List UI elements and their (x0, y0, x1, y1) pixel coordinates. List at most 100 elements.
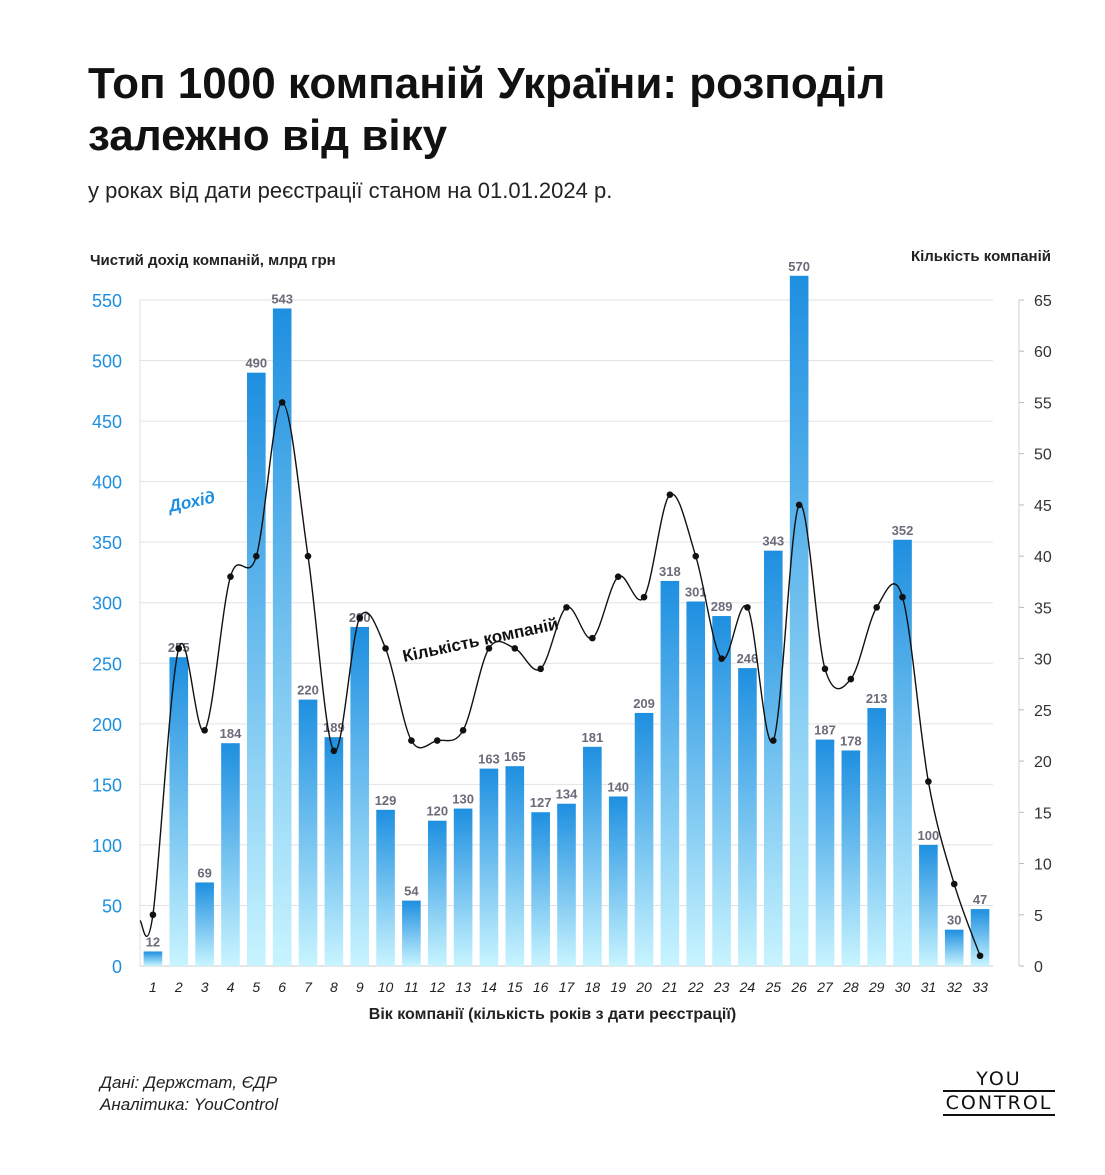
bar (195, 882, 214, 966)
bar-value-label: 130 (452, 792, 474, 807)
bar-value-label: 343 (762, 534, 784, 549)
bar (738, 668, 757, 966)
bar-value-label: 543 (271, 291, 293, 306)
left-tick-label: 200 (92, 715, 122, 735)
x-tick-label: 12 (429, 979, 445, 995)
bar (763, 550, 783, 966)
right-tick-label: 40 (1034, 549, 1052, 566)
x-tick-label: 19 (610, 979, 626, 995)
x-tick-label: 18 (585, 979, 601, 995)
bar-value-label: 187 (814, 723, 836, 738)
x-tick-label: 25 (764, 979, 781, 995)
source-note: Дані: Держстат, ЄДР Аналітика: YouContro… (100, 1072, 278, 1116)
right-tick-label: 25 (1034, 703, 1052, 720)
bar-value-label: 54 (404, 884, 419, 899)
count-point (589, 634, 596, 642)
bar (970, 909, 990, 966)
bar-value-label: 209 (633, 696, 655, 711)
bar (272, 308, 292, 967)
right-tick-label: 0 (1034, 959, 1043, 976)
bar (789, 275, 809, 966)
x-tick-label: 32 (946, 979, 962, 995)
x-tick-label: 15 (507, 979, 523, 995)
count-point (563, 604, 570, 611)
x-tick-label: 20 (635, 979, 652, 995)
x-axis-title: Вік компанії (кількість років з дати реє… (368, 1006, 737, 1023)
source-line-data: Дані: Держстат, ЄДР (100, 1073, 278, 1092)
right-axis-title: Кількість компаній (910, 248, 1051, 265)
count-point (537, 665, 544, 673)
count-point (227, 573, 234, 580)
x-tick-label: 2 (174, 979, 183, 995)
x-tick-label: 28 (842, 979, 859, 995)
bar (143, 951, 163, 966)
count-point (950, 880, 958, 888)
left-axis-title: Чистий дохід компаній, млрд грн (90, 252, 336, 269)
count-point (330, 747, 338, 755)
x-tick-label: 11 (404, 979, 419, 995)
x-tick-label: 13 (455, 979, 471, 995)
x-tick-label: 26 (790, 979, 807, 995)
x-tick-label: 3 (201, 979, 209, 995)
count-point (408, 737, 415, 744)
x-tick-label: 23 (713, 979, 730, 995)
bar (557, 803, 576, 966)
count-point (873, 604, 880, 611)
x-tick-label: 29 (868, 979, 885, 995)
x-tick-label: 30 (895, 979, 911, 995)
count-point (253, 552, 260, 560)
logo-text-top: YOU (976, 1068, 1022, 1090)
bar (686, 601, 706, 966)
count-point (278, 399, 286, 406)
right-tick-label: 20 (1034, 754, 1052, 771)
bar (841, 750, 861, 966)
left-tick-label: 300 (92, 594, 122, 614)
bar (505, 766, 525, 966)
bar-value-label: 30 (947, 913, 961, 928)
bar (531, 812, 550, 966)
bar (815, 739, 835, 966)
bar (221, 743, 240, 966)
bar-value-label: 69 (197, 865, 211, 880)
x-tick-label: 1 (149, 979, 157, 995)
right-tick-label: 55 (1034, 395, 1052, 412)
count-point (201, 727, 208, 734)
x-tick-label: 16 (533, 979, 549, 995)
right-tick-label: 10 (1034, 857, 1052, 874)
count-point (485, 645, 493, 652)
count-point (899, 593, 906, 601)
left-tick-label: 150 (92, 775, 122, 795)
count-point (511, 645, 519, 652)
bar-value-label: 289 (711, 599, 733, 614)
count-point (821, 665, 829, 673)
bar-value-label: 213 (866, 691, 888, 706)
bar (376, 809, 395, 966)
bar (479, 768, 499, 966)
x-tick-label: 5 (252, 979, 260, 995)
count-point (640, 593, 648, 601)
count-point (459, 727, 467, 734)
bar (893, 539, 912, 966)
bar (247, 372, 266, 966)
age-distribution-chart: 1225569184490543220189280129541201301631… (92, 259, 1052, 995)
left-tick-label: 0 (112, 957, 122, 977)
x-tick-label: 9 (356, 979, 364, 995)
left-tick-label: 400 (92, 473, 122, 493)
count-point (149, 911, 157, 919)
bar-value-label: 120 (426, 804, 448, 819)
bar (453, 808, 473, 966)
count-point (976, 952, 984, 960)
bar (919, 844, 938, 966)
count-point (718, 655, 725, 662)
left-tick-label: 450 (92, 412, 122, 432)
left-tick-label: 500 (92, 352, 122, 372)
left-tick-label: 100 (92, 836, 122, 856)
bar (634, 712, 654, 966)
bar (350, 626, 370, 966)
page-title: Топ 1000 компаній України: розподіл зале… (88, 59, 886, 160)
bar-value-label: 318 (659, 564, 681, 579)
bar (427, 820, 447, 966)
logo-text-bottom: CONTROL (943, 1090, 1055, 1116)
left-tick-label: 50 (102, 896, 122, 916)
bar-value-label: 181 (581, 730, 603, 745)
